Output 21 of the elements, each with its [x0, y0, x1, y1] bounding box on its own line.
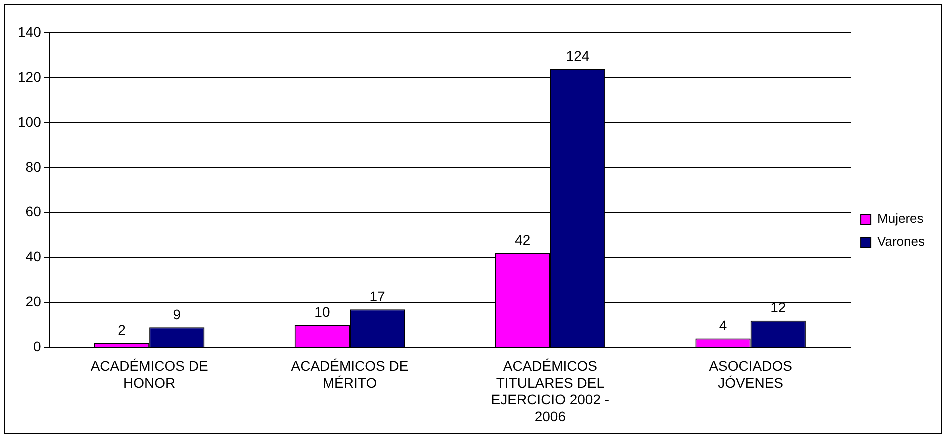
y-tick-label: 120 — [18, 68, 42, 85]
y-tick-label: 40 — [26, 248, 42, 265]
data-label: 4 — [719, 318, 728, 334]
x-tick-label: ACADÉMICOS DE HONOR — [90, 358, 208, 391]
legend-label: Mujeres — [878, 211, 924, 226]
data-label: 124 — [566, 48, 590, 64]
y-tick-label: 20 — [26, 294, 42, 310]
x-tick-label: ACADÉMICOS DE MÉRITO — [291, 358, 409, 391]
x-tick-label: ASOCIADOS JÓVENES — [709, 358, 792, 391]
x-tick-label: ACADÉMICOS TITULARES DEL EJERCICIO 2002 - 2006 — [491, 358, 610, 424]
data-label: 9 — [173, 306, 182, 322]
data-label: 42 — [515, 232, 531, 248]
y-tick-label: 80 — [26, 158, 42, 175]
data-label: 10 — [314, 304, 330, 320]
data-label: 2 — [118, 322, 126, 338]
y-tick-label: 60 — [26, 204, 42, 220]
y-tick-label: 140 — [18, 24, 42, 40]
y-tick-label: 100 — [18, 114, 42, 130]
y-tick-label: 0 — [34, 338, 42, 355]
data-label: 17 — [370, 288, 386, 304]
legend-label: Varones — [878, 234, 926, 250]
